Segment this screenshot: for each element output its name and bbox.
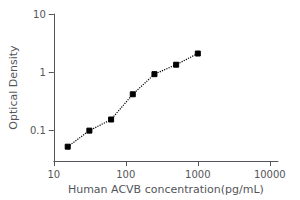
svg-text:10000: 10000 [254, 169, 286, 180]
svg-text:100: 100 [116, 169, 135, 180]
svg-text:1: 1 [39, 67, 45, 78]
svg-text:0.1: 0.1 [30, 125, 46, 136]
svg-text:10: 10 [47, 169, 60, 180]
svg-text:1000: 1000 [185, 169, 210, 180]
svg-text:Human ACVB concentration(pg/mL: Human ACVB concentration(pg/mL) [68, 183, 264, 196]
svg-text:10: 10 [33, 9, 46, 20]
svg-text:Optical Density: Optical Density [7, 45, 20, 130]
